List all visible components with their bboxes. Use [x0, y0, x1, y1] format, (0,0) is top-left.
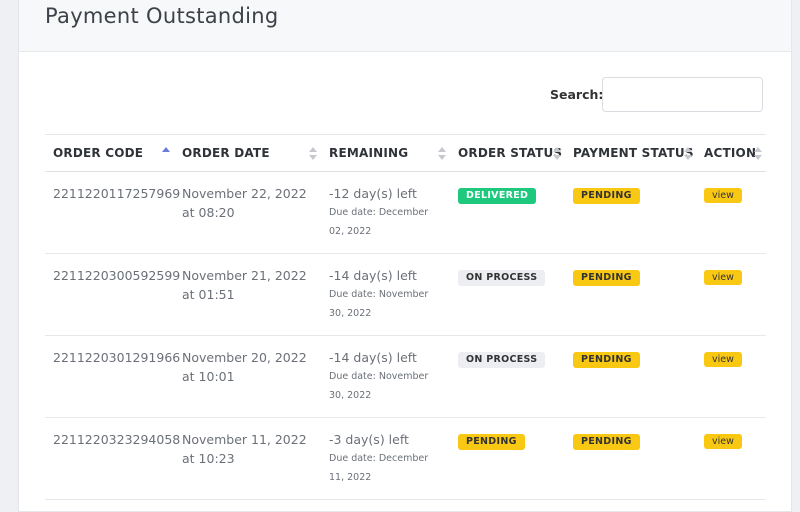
remaining: -14 day(s) left	[329, 268, 417, 283]
due-date: Due date: November 30, 2022	[329, 371, 429, 401]
order-status-badge: PENDING	[458, 434, 525, 450]
page-title: Payment Outstanding	[45, 4, 279, 28]
card-header: Payment Outstanding	[19, 0, 791, 52]
view-button[interactable]: view	[704, 270, 742, 285]
payment-status-badge: PENDING	[573, 434, 640, 450]
action-cell: view	[696, 171, 766, 254]
due-date: Due date: December 02, 2022	[329, 207, 429, 237]
column-header[interactable]: PAYMENT STATUS	[565, 134, 696, 172]
payment-status-badge: PENDING	[573, 188, 640, 204]
table-body: 2211220117257969 November 22, 2022 at 08:…	[45, 171, 766, 500]
action-cell: view	[696, 253, 766, 336]
remaining: -3 day(s) left	[329, 432, 409, 447]
remaining: -14 day(s) left	[329, 350, 417, 365]
search-input[interactable]	[602, 77, 763, 112]
page: Payment Outstanding Search: ORDER CODE OR…	[18, 0, 792, 512]
order-status-badge: DELIVERED	[458, 188, 537, 204]
sort-icon	[553, 147, 561, 160]
table-row: 2211220300592599 November 21, 2022 at 01:…	[45, 253, 766, 336]
payment-status-cell: PENDING	[565, 335, 696, 418]
action-cell: view	[696, 335, 766, 418]
order-status-cell: ON PROCESS	[450, 335, 565, 418]
due-date: Due date: December 11, 2022	[329, 453, 429, 483]
sort-icon	[309, 147, 317, 160]
card: Payment Outstanding Search: ORDER CODE OR…	[18, 0, 792, 512]
sort-icon	[162, 147, 170, 152]
column-header[interactable]: ORDER STATUS	[450, 134, 565, 172]
order-code: 2211220301291966	[45, 335, 180, 418]
sort-icon	[438, 147, 446, 160]
view-button[interactable]: view	[704, 434, 742, 449]
payment-status-cell: PENDING	[565, 253, 696, 336]
view-button[interactable]: view	[704, 188, 742, 203]
remaining-cell: -14 day(s) left Due date: November 30, 20…	[321, 253, 450, 336]
column-header[interactable]: ACTION	[696, 134, 766, 172]
order-date: November 11, 2022 at 10:23	[174, 417, 321, 500]
search-label: Search:	[550, 87, 604, 102]
table-row: 2211220323294058 November 11, 2022 at 10:…	[45, 417, 766, 500]
order-status-cell: DELIVERED	[450, 171, 565, 254]
order-date: November 21, 2022 at 01:51	[174, 253, 321, 336]
table-row: 2211220301291966 November 20, 2022 at 10:…	[45, 335, 766, 418]
view-button[interactable]: view	[704, 352, 742, 367]
order-code: 2211220323294058	[45, 417, 180, 500]
sort-icon	[754, 147, 762, 160]
order-status-badge: ON PROCESS	[458, 270, 546, 286]
remaining: -12 day(s) left	[329, 186, 417, 201]
order-code: 2211220300592599	[45, 253, 180, 336]
remaining-cell: -3 day(s) left Due date: December 11, 202…	[321, 417, 450, 500]
order-date: November 20, 2022 at 10:01	[174, 335, 321, 418]
column-header[interactable]: REMAINING	[321, 134, 450, 172]
order-date: November 22, 2022 at 08:20	[174, 171, 321, 254]
payment-status-badge: PENDING	[573, 270, 640, 286]
orders-table: ORDER CODE ORDER DATE REMAINING ORDER STATU…	[45, 134, 766, 500]
order-code: 2211220117257969	[45, 171, 180, 254]
table-row: 2211220117257969 November 22, 2022 at 08:…	[45, 171, 766, 254]
order-status-cell: PENDING	[450, 417, 565, 500]
action-cell: view	[696, 417, 766, 500]
payment-status-badge: PENDING	[573, 352, 640, 368]
header-row: ORDER CODE ORDER DATE REMAINING ORDER STATU…	[45, 134, 766, 172]
payment-status-cell: PENDING	[565, 417, 696, 500]
order-status-cell: ON PROCESS	[450, 253, 565, 336]
column-header[interactable]: ORDER CODE	[45, 134, 174, 172]
due-date: Due date: November 30, 2022	[329, 289, 429, 319]
sort-icon	[684, 147, 692, 160]
column-header[interactable]: ORDER DATE	[174, 134, 321, 172]
order-status-badge: ON PROCESS	[458, 352, 546, 368]
remaining-cell: -14 day(s) left Due date: November 30, 20…	[321, 335, 450, 418]
payment-status-cell: PENDING	[565, 171, 696, 254]
remaining-cell: -12 day(s) left Due date: December 02, 20…	[321, 171, 450, 254]
